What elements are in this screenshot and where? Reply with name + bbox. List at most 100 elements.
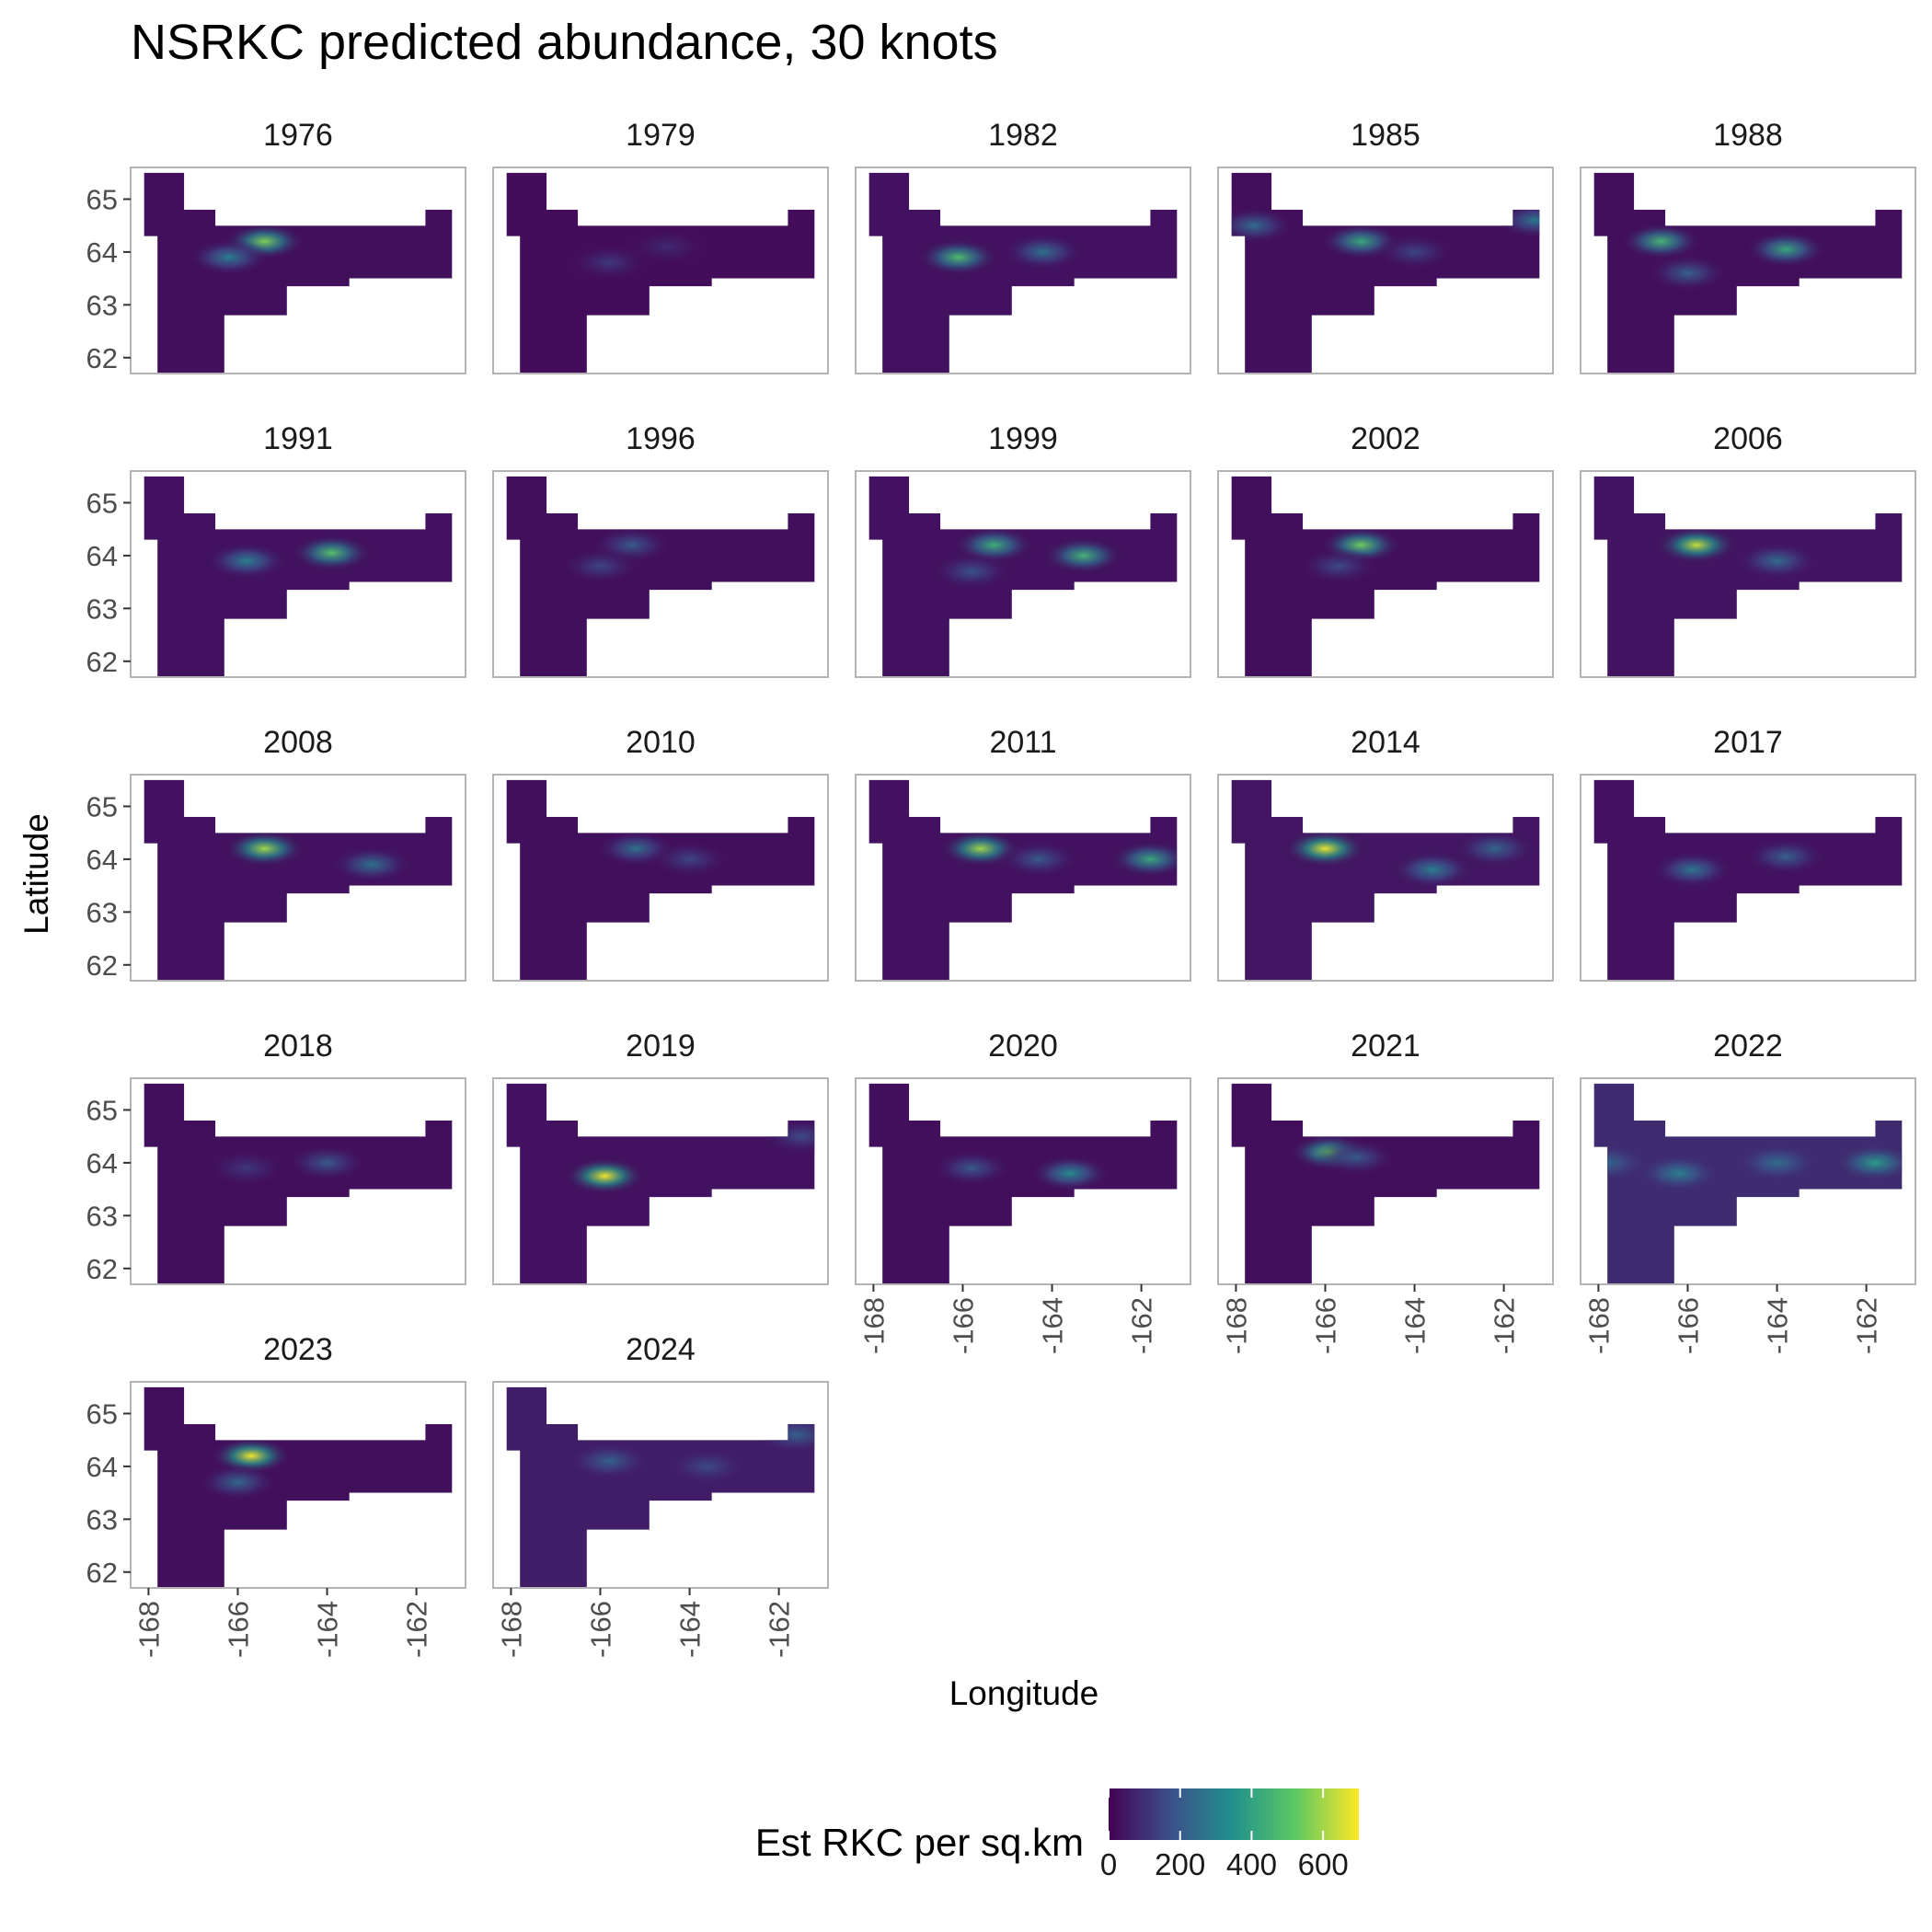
legend-tick-label: 600 bbox=[1298, 1847, 1349, 1881]
density-hotspot bbox=[1298, 547, 1380, 585]
y-tick-label: 64 bbox=[86, 236, 118, 269]
facet-strip-label: 2006 bbox=[1713, 421, 1783, 456]
density-hotspot bbox=[188, 238, 270, 276]
survey-area bbox=[144, 779, 453, 981]
y-tick-label: 62 bbox=[86, 646, 118, 678]
survey-area bbox=[144, 1386, 453, 1588]
density-hotspot bbox=[1736, 1144, 1818, 1181]
x-tick-label: -166 bbox=[947, 1297, 979, 1354]
chart-title: NSRKC predicted abundance, 30 knots bbox=[131, 15, 998, 70]
y-tick-label: 65 bbox=[86, 790, 118, 822]
survey-area bbox=[1231, 476, 1540, 677]
y-tick-label: 63 bbox=[86, 289, 118, 321]
facet-panel-1976: 1976 62 63 64 65 bbox=[86, 118, 466, 374]
facet-panel-2019: 2019 bbox=[492, 1029, 829, 1285]
density-hotspot bbox=[1593, 1144, 1649, 1181]
legend-tick-label: 200 bbox=[1155, 1847, 1205, 1881]
panel-border bbox=[130, 470, 466, 678]
density-hotspot bbox=[756, 1416, 815, 1454]
panel-border bbox=[855, 470, 1191, 678]
survey-area bbox=[1231, 779, 1540, 981]
survey-area bbox=[506, 1386, 815, 1588]
density-hotspot bbox=[1651, 851, 1733, 889]
facet-strip-label: 1996 bbox=[626, 421, 696, 456]
density-hotspot bbox=[1745, 231, 1827, 269]
panel-border bbox=[855, 1077, 1191, 1285]
facet-panel-1996: 1996 bbox=[492, 421, 829, 678]
y-tick-label: 63 bbox=[86, 1503, 118, 1535]
panel-border bbox=[492, 470, 829, 678]
y-tick-label: 64 bbox=[86, 540, 118, 572]
panel-border bbox=[1217, 774, 1554, 982]
density-hotspot bbox=[1454, 830, 1535, 868]
density-hotspot bbox=[931, 1149, 1013, 1187]
facet-strip-label: 2023 bbox=[263, 1332, 333, 1367]
y-tick-label: 65 bbox=[86, 487, 118, 519]
x-tick-label: -164 bbox=[1399, 1297, 1432, 1354]
survey-area bbox=[506, 172, 815, 374]
facet-strip-label: 2011 bbox=[989, 725, 1056, 760]
x-tick-label: -168 bbox=[132, 1601, 165, 1658]
facet-panel-1991: 1991 62 63 64 65 bbox=[86, 421, 466, 678]
panel-border bbox=[492, 1077, 829, 1285]
facet-panel-2002: 2002 bbox=[1217, 421, 1554, 678]
x-tick-label: -162 bbox=[1489, 1297, 1521, 1354]
density-hotspot bbox=[331, 845, 413, 883]
x-tick-label: -168 bbox=[1220, 1297, 1252, 1354]
facet-panel-1982: 1982 bbox=[855, 118, 1191, 374]
heatmap-field bbox=[506, 1083, 815, 1284]
facet-panel-2008: 2008 62 63 64 65 bbox=[86, 725, 466, 982]
density-hotspot bbox=[931, 553, 1013, 591]
facet-panel-2023: 2023 62 63 64 65 -168 -166 -164 -162 bbox=[86, 1332, 466, 1658]
density-hotspot bbox=[564, 1157, 646, 1195]
y-tick-label: 62 bbox=[86, 1253, 118, 1285]
density-hotspot bbox=[224, 830, 305, 868]
panel-border bbox=[492, 1381, 829, 1589]
facet-strip-label: 2008 bbox=[263, 725, 333, 760]
x-tick-label: -166 bbox=[1309, 1297, 1341, 1354]
x-tick-label: -162 bbox=[1126, 1297, 1158, 1354]
density-hotspot bbox=[1745, 838, 1827, 876]
y-tick-label: 62 bbox=[86, 949, 118, 982]
survey-area bbox=[1593, 172, 1903, 374]
y-tick-label: 62 bbox=[86, 342, 118, 374]
facet-strip-label: 1985 bbox=[1351, 118, 1420, 153]
density-hotspot bbox=[997, 840, 1079, 878]
heatmap-field bbox=[506, 476, 815, 677]
survey-area bbox=[144, 476, 453, 677]
facet-strip-label: 2002 bbox=[1351, 421, 1420, 456]
legend-tick-label: 0 bbox=[1100, 1847, 1117, 1881]
facet-strip-label: 1999 bbox=[988, 421, 1058, 456]
legend: Est RKC per sq.km 0 200 400 600 bbox=[755, 1788, 1359, 1881]
heatmap-field bbox=[144, 476, 453, 677]
density-hotspot bbox=[1647, 254, 1729, 292]
facet-strip-label: 1976 bbox=[263, 118, 333, 153]
x-tick-label: -166 bbox=[222, 1601, 254, 1658]
density-hotspot bbox=[1620, 223, 1702, 260]
heatmap-field bbox=[1593, 476, 1903, 677]
y-tick-label: 63 bbox=[86, 1200, 118, 1232]
facet-panel-2021: 2021 -168 -166 -164 -162 bbox=[1217, 1029, 1554, 1354]
panel-border bbox=[855, 774, 1191, 982]
x-tick-label: -164 bbox=[312, 1601, 344, 1658]
survey-area bbox=[144, 172, 453, 374]
density-hotspot bbox=[1042, 536, 1124, 574]
density-hotspot bbox=[1656, 526, 1738, 564]
heatmap-field bbox=[868, 1083, 1178, 1284]
density-hotspot bbox=[760, 1118, 815, 1156]
survey-area bbox=[868, 476, 1178, 677]
survey-area bbox=[506, 779, 815, 981]
facet-panel-1988: 1988 bbox=[1580, 118, 1916, 374]
panel-border bbox=[1580, 470, 1916, 678]
density-hotspot bbox=[1638, 1155, 1719, 1192]
facet-strip-label: 1988 bbox=[1713, 118, 1783, 153]
panel-border bbox=[130, 167, 466, 374]
facet-panel-2024: 2024 -168 -166 -164 -162 bbox=[492, 1332, 829, 1658]
legend-tick-label: 400 bbox=[1226, 1847, 1277, 1881]
y-tick-label: 65 bbox=[86, 183, 118, 215]
heatmap-field bbox=[144, 172, 453, 374]
density-hotspot bbox=[649, 840, 730, 878]
panel-border bbox=[130, 1381, 466, 1589]
x-tick-label: -168 bbox=[495, 1601, 527, 1658]
